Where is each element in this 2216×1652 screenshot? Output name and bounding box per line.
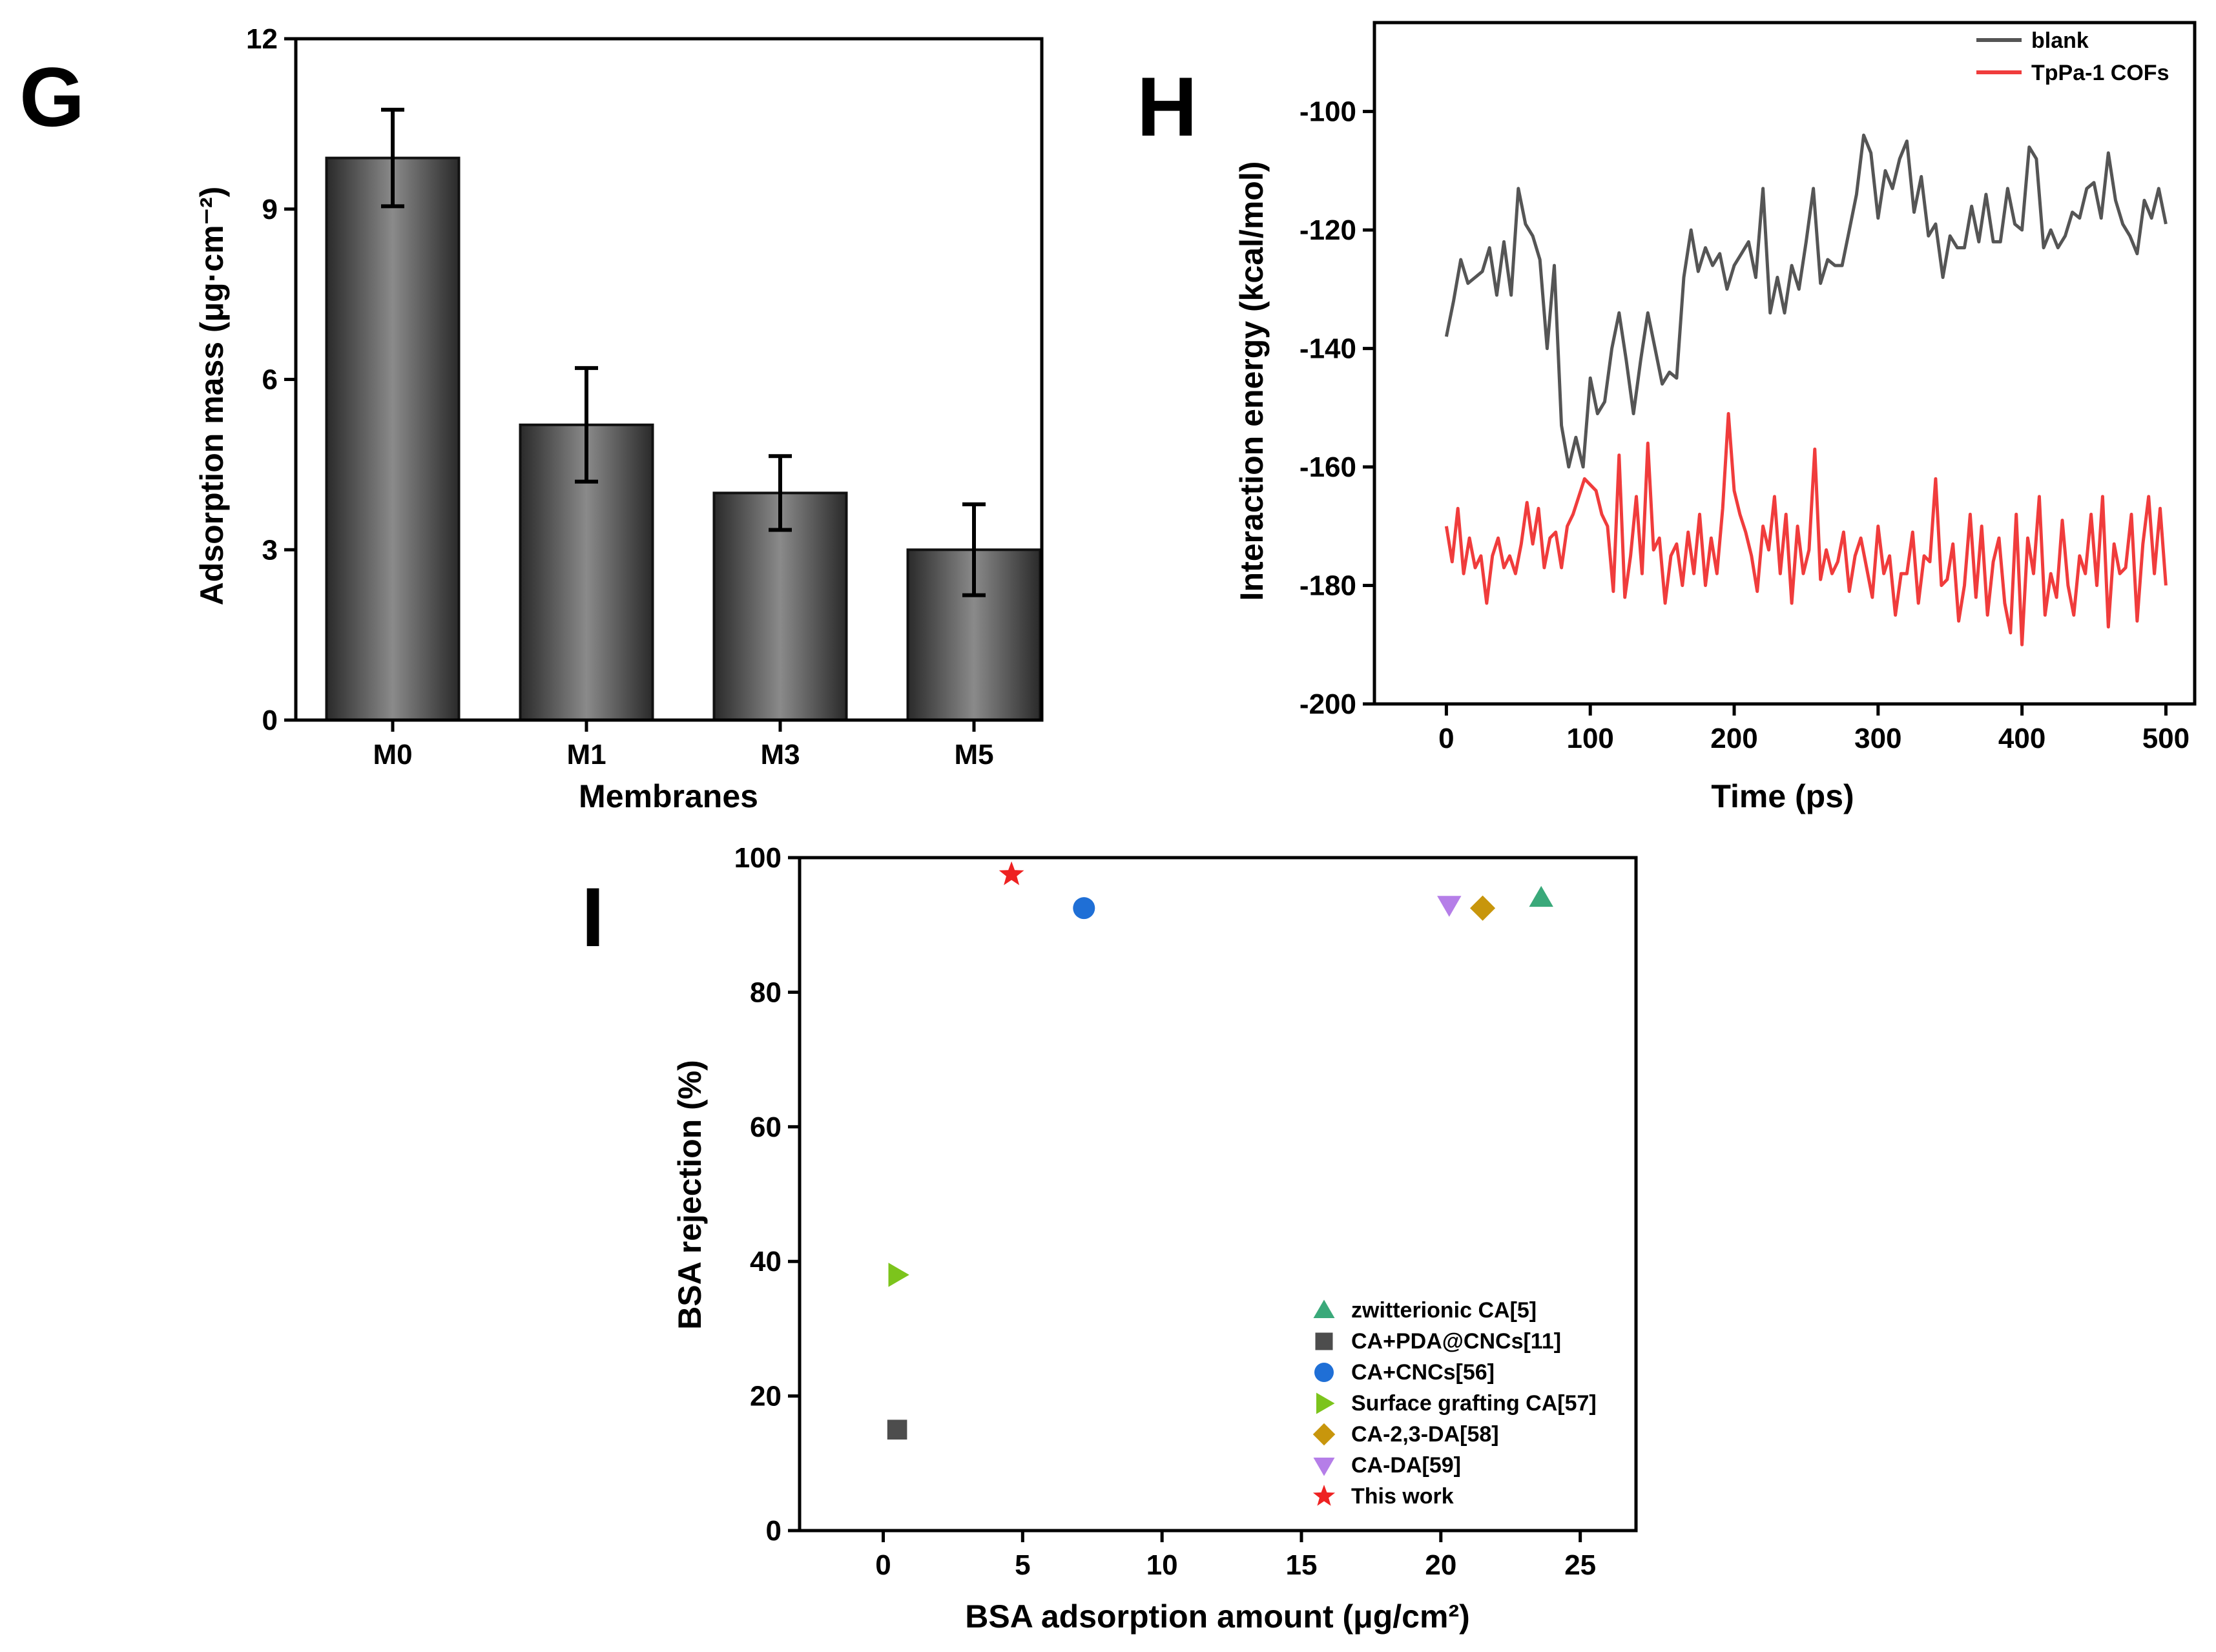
- h-y-tick-label: -180: [1300, 570, 1356, 602]
- g-plot-frame: [294, 37, 1044, 722]
- i-legend-marker-1: [1315, 1332, 1333, 1350]
- i-legend-label-0: zwitterionic CA[5]: [1351, 1298, 1537, 1323]
- h-x-tick-label: 400: [1998, 723, 2045, 754]
- h-legend-label-tppa: TpPa-1 COFs: [2031, 61, 2169, 85]
- g-x-tick-label: M3: [760, 739, 800, 770]
- h-y-tick-label: -200: [1300, 688, 1356, 720]
- panel-g-bar-chart: Adsorption mass (μg·cm⁻²) Membranes 0 3 6 9…: [194, 23, 1044, 814]
- i-point-2: [1073, 897, 1095, 920]
- i-x-tick-label: 0: [875, 1549, 891, 1581]
- i-x-axis-title: BSA adsorption amount (μg/cm²): [965, 1598, 1470, 1635]
- g-y-tick-label: 12: [246, 23, 278, 55]
- h-x-axis-title: Time (ps): [1711, 778, 1854, 814]
- h-series-line-0: [1444, 133, 2168, 469]
- h-legend-label-blank: blank: [2031, 28, 2089, 53]
- h-x-tick-label: 100: [1566, 723, 1613, 754]
- panel-i-scatter-chart: BSA rejection (%) BSA adsorption amount …: [672, 842, 1638, 1635]
- i-legend-marker-5: [1313, 1458, 1335, 1476]
- panel-letter-h: H: [1137, 59, 1197, 154]
- i-legend-marker-4: [1312, 1423, 1336, 1446]
- i-y-tick-label: 40: [750, 1246, 782, 1277]
- i-point-4: [1470, 895, 1496, 921]
- i-point-6: [999, 861, 1024, 885]
- i-legend-marker-6: [1312, 1485, 1336, 1506]
- h-y-tick-label: -160: [1300, 451, 1356, 483]
- g-y-tick-label: 0: [262, 705, 278, 736]
- h-y-tick-label: -100: [1300, 96, 1356, 128]
- g-y-axis-title: Adsorption mass (μg·cm⁻²): [194, 187, 230, 606]
- i-legend-label-6: This work: [1351, 1484, 1454, 1509]
- g-y-tick-label: 9: [262, 194, 278, 225]
- i-y-tick-label: 20: [750, 1381, 782, 1412]
- g-y-tick-label: 6: [262, 364, 278, 396]
- h-plot-frame: [1372, 21, 2197, 706]
- i-x-tick-label: 25: [1564, 1549, 1596, 1581]
- h-y-tick-label: -140: [1300, 333, 1356, 365]
- h-legend: blank TpPa-1 COFs: [1976, 28, 2169, 85]
- panel-letter-g: G: [19, 50, 85, 144]
- i-plot-frame: [798, 856, 1638, 1533]
- h-x-tick-label: 300: [1854, 723, 1901, 754]
- i-legend-marker-3: [1316, 1392, 1335, 1414]
- i-legend: zwitterionic CA[5] CA+PDA@CNCs[11] CA+CNCs…: [1312, 1298, 1597, 1509]
- i-legend-label-5: CA-DA[59]: [1351, 1453, 1461, 1478]
- h-x-tick-label: 200: [1710, 723, 1757, 754]
- i-point-5: [1437, 896, 1462, 917]
- i-x-tick-label: 5: [1015, 1549, 1030, 1581]
- h-x-tick-label: 0: [1438, 723, 1454, 754]
- i-y-tick-label: 0: [766, 1515, 782, 1547]
- i-legend-label-2: CA+CNCs[56]: [1351, 1360, 1495, 1385]
- g-x-tick-label: M5: [954, 739, 993, 770]
- g-x-axis-title: Membranes: [579, 778, 758, 814]
- i-legend-label-1: CA+PDA@CNCs[11]: [1351, 1329, 1561, 1354]
- i-x-tick-label: 15: [1286, 1549, 1318, 1581]
- i-legend-label-3: Surface grafting CA[57]: [1351, 1391, 1597, 1416]
- i-x-tick-label: 20: [1425, 1549, 1456, 1581]
- i-point-3: [888, 1263, 909, 1287]
- g-bar-m0: [325, 156, 461, 721]
- panel-letter-i: I: [581, 870, 605, 964]
- panel-h-line-chart: Interaction energy (kcal/mol) Time (ps) …: [1234, 21, 2197, 814]
- g-x-tick-label: M0: [373, 739, 412, 770]
- i-y-axis-title: BSA rejection (%): [672, 1060, 708, 1330]
- i-x-tick-label: 10: [1146, 1549, 1178, 1581]
- i-y-tick-label: 60: [750, 1111, 782, 1143]
- i-legend-marker-0: [1313, 1299, 1335, 1318]
- i-point-1: [887, 1420, 907, 1440]
- i-point-0: [1529, 885, 1553, 907]
- i-y-tick-label: 80: [750, 976, 782, 1008]
- i-legend-marker-2: [1314, 1363, 1334, 1382]
- h-x-tick-label: 500: [2142, 723, 2190, 754]
- i-y-tick-label: 100: [734, 842, 782, 874]
- h-y-tick-label: -120: [1300, 214, 1356, 246]
- g-y-tick-label: 3: [262, 534, 278, 566]
- h-series-line-1: [1444, 412, 2168, 646]
- g-x-tick-label: M1: [566, 739, 606, 770]
- i-legend-label-4: CA-2,3-DA[58]: [1351, 1422, 1499, 1447]
- h-y-axis-title: Interaction energy (kcal/mol): [1234, 161, 1270, 601]
